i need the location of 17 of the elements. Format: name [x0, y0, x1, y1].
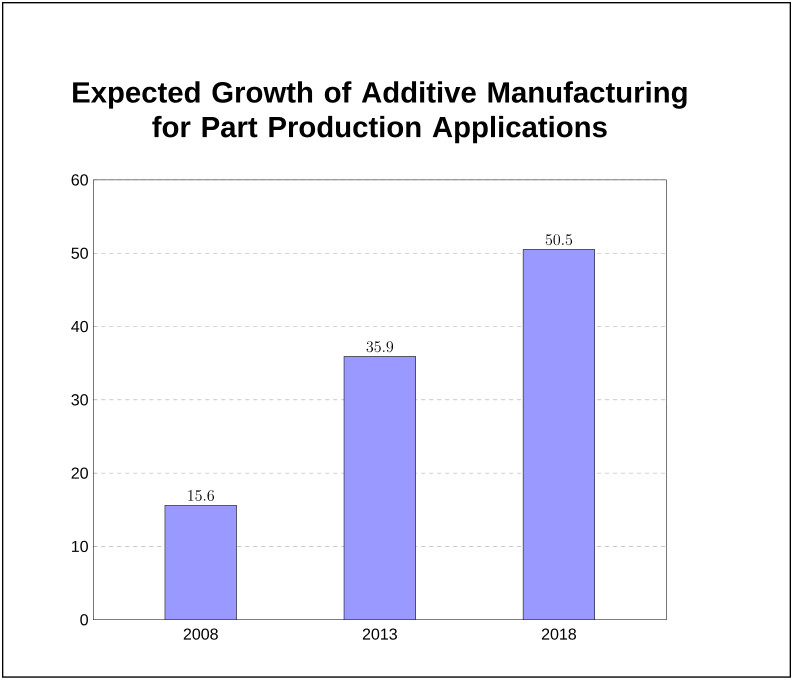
- y-tick-label: 20: [72, 468, 88, 479]
- y-tick-label: 60: [72, 174, 88, 186]
- x-tick-label: 2018: [542, 628, 576, 640]
- y-tick-label: 40: [71, 321, 88, 332]
- x-tick-label: 2008: [184, 628, 218, 640]
- data-label: 35.9: [366, 341, 394, 352]
- y-tick-label: 0: [80, 614, 88, 626]
- data-label: 15.6: [188, 490, 214, 502]
- y-tick-label: 30: [71, 394, 88, 406]
- y-tick-label: 50: [71, 248, 88, 260]
- bar: [164, 505, 237, 620]
- bar: [522, 249, 596, 620]
- chart-title: Expected Growth of Additive Manufacturing for Part Production Applications: [73, 81, 687, 144]
- data-label: 50.5: [546, 234, 572, 246]
- x-tick-label: 2013: [362, 628, 397, 640]
- bar: [344, 356, 416, 620]
- y-tick-label: 10: [72, 540, 88, 552]
